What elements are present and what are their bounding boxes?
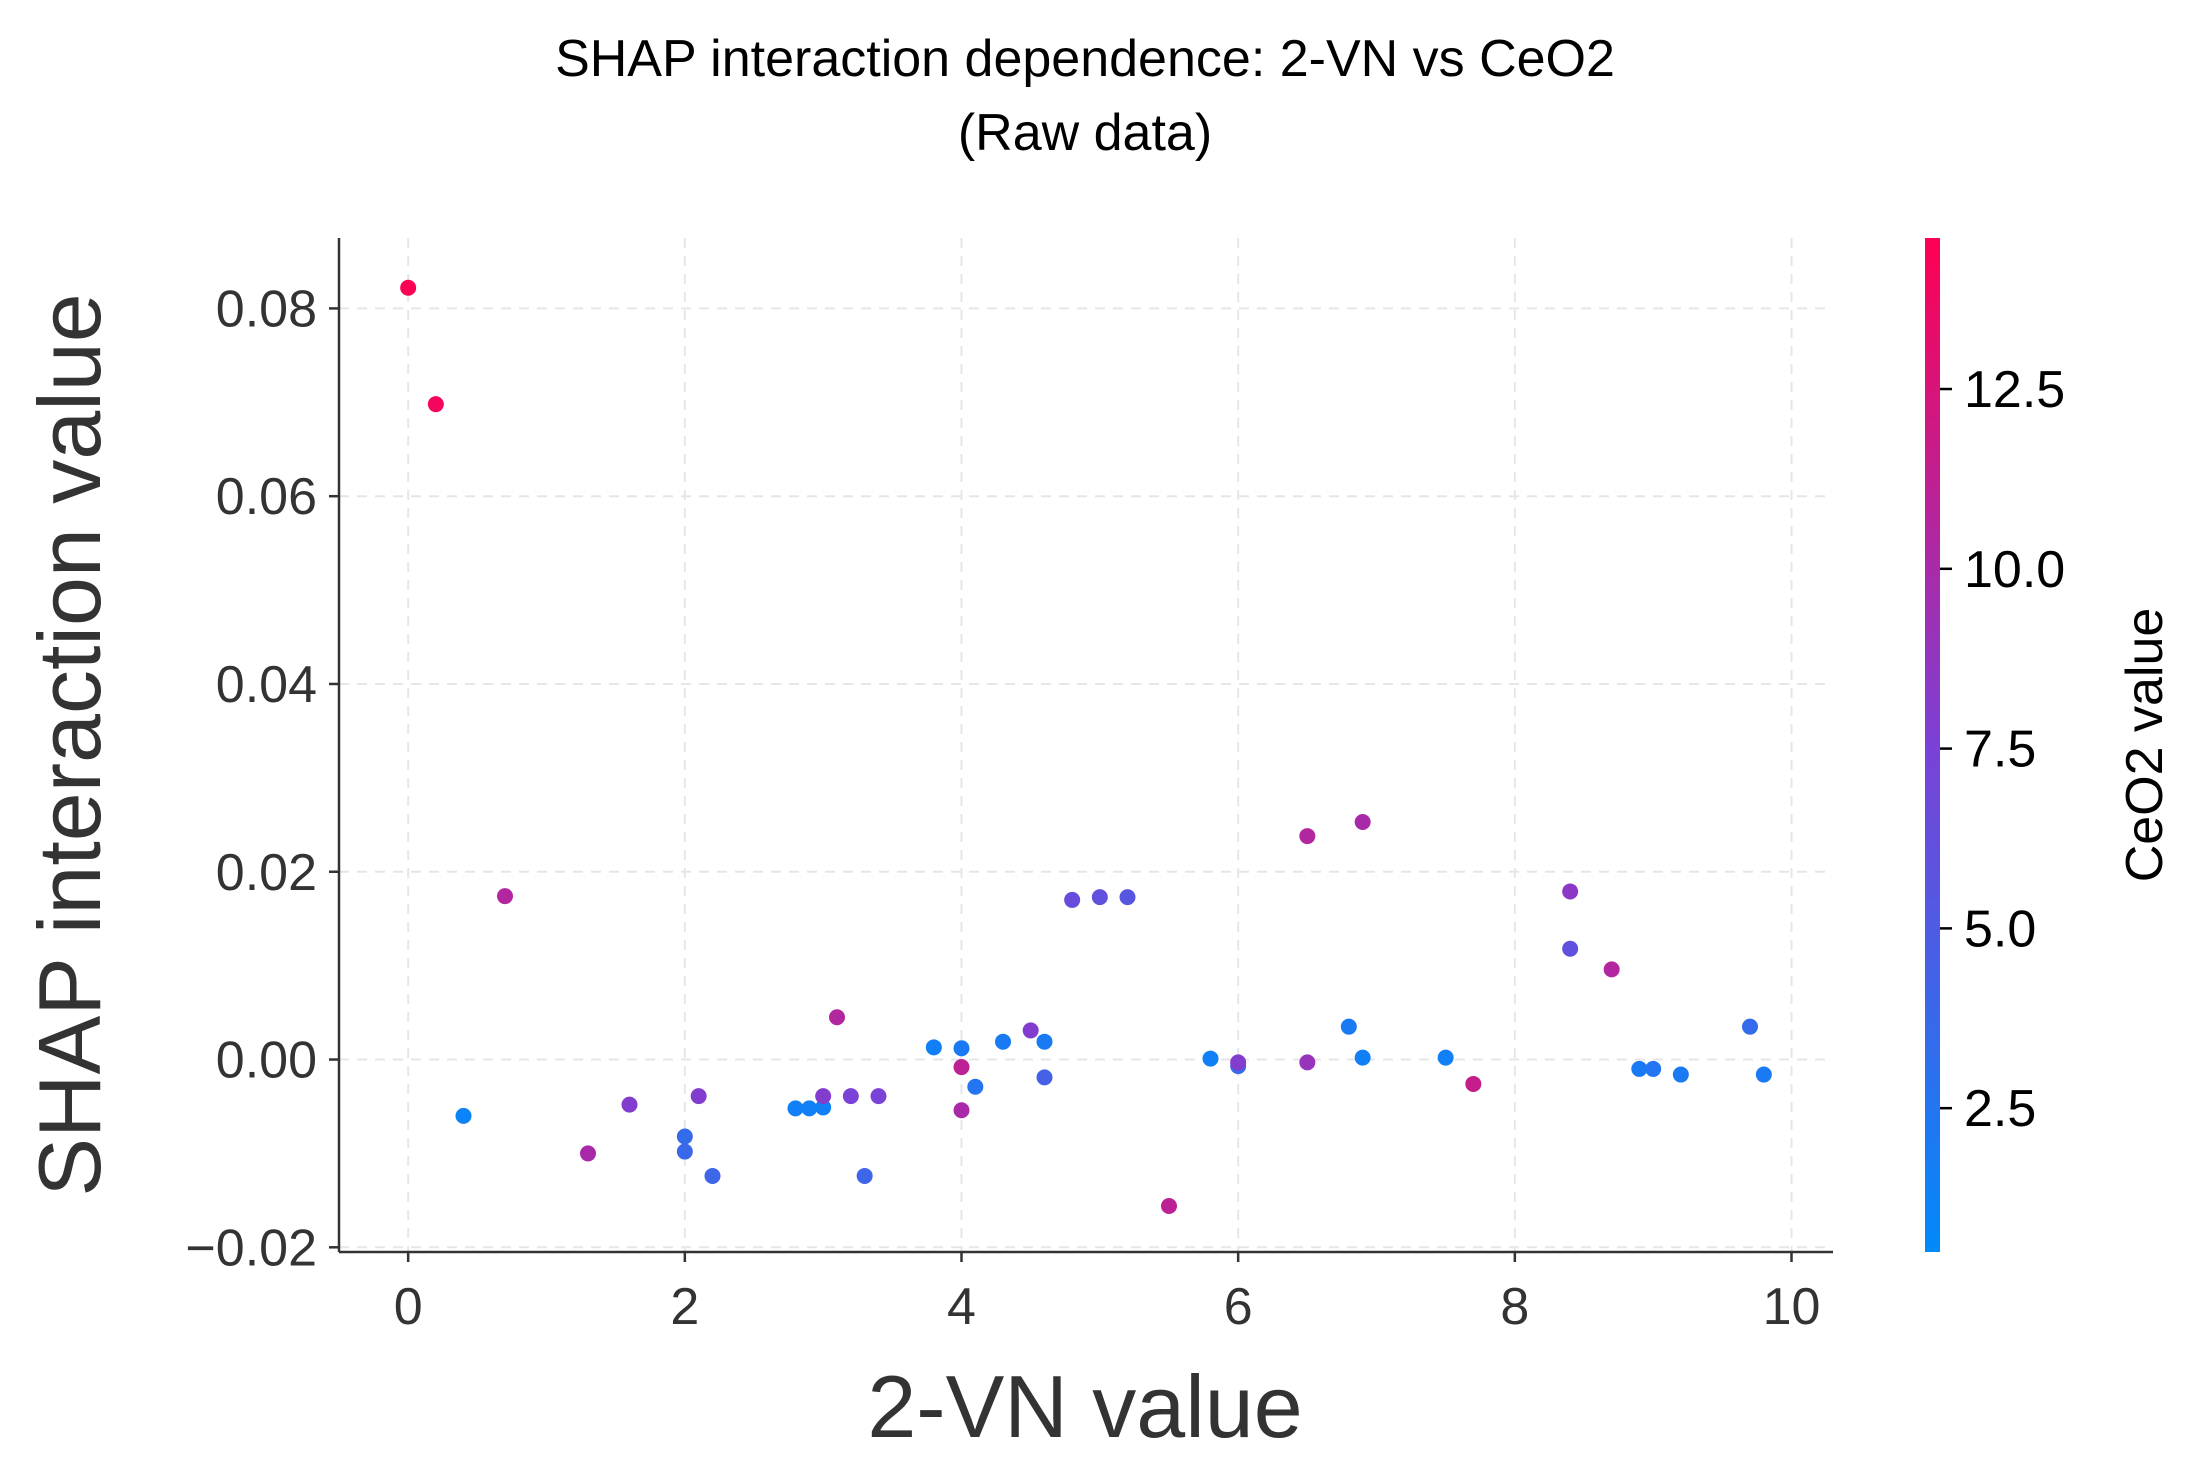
chart-subtitle: (Raw data) [958, 104, 1212, 162]
scatter-point [690, 1088, 707, 1105]
scatter-point [842, 1088, 859, 1105]
scatter-point [1354, 813, 1371, 830]
colorbar-tick-label: 7.5 [1964, 721, 2036, 779]
scatter-point [1161, 1197, 1177, 1214]
scatter-point [1603, 961, 1620, 978]
scatter-point [787, 1100, 804, 1117]
colorbar-tick-label: 2.5 [1964, 1080, 2036, 1138]
y-axis-label: SHAP interaction value [20, 293, 119, 1196]
colorbar-tick-label: 5.0 [1964, 900, 2036, 958]
x-tick-label: 4 [947, 1278, 976, 1336]
scatter-point [1091, 889, 1108, 906]
colorbar-label: CeO2 value [2116, 608, 2174, 883]
colorbar-ticks: 2.5 5.0 7.5 10.0 12.5 [1940, 361, 2065, 1138]
scatter-point [1465, 1075, 1482, 1092]
scatter-point [1036, 1033, 1053, 1050]
scatter-point [815, 1099, 832, 1116]
scatter-point [953, 1059, 970, 1076]
x-tick-label: 6 [1224, 1278, 1253, 1336]
scatter-point [953, 1040, 970, 1057]
y-tick-label: 0.00 [216, 1032, 317, 1090]
scatter-point [829, 1009, 845, 1026]
scatter-point [1022, 1022, 1039, 1039]
x-axis-label: 2-VN value [867, 1357, 1302, 1456]
scatter-point [1299, 1054, 1316, 1071]
axis-ticks: 0 2 4 6 8 10 −0.02 0.00 0.02 0.04 0.06 0.08 [185, 280, 1820, 1336]
scatter-point [815, 1088, 832, 1105]
chart-title: SHAP interaction dependence: 2-VN vs CeO… [555, 30, 1615, 88]
x-tick-label: 2 [670, 1278, 699, 1336]
colorbar [1925, 238, 1940, 1252]
scatter-point [856, 1167, 873, 1184]
y-tick-label: 0.02 [216, 844, 317, 902]
scatter-point [1631, 1060, 1648, 1077]
colorbar-tick-label: 12.5 [1964, 361, 2065, 419]
x-tick-label: 10 [1763, 1278, 1821, 1336]
scatter-point [1742, 1018, 1758, 1035]
scatter-point [1230, 1054, 1247, 1071]
scatter-point [1437, 1049, 1454, 1066]
scatter-point [704, 1167, 721, 1184]
scatter-point [497, 888, 513, 905]
colorbar-tick-label: 10.0 [1964, 541, 2065, 599]
scatter-point [1202, 1050, 1219, 1067]
y-tick-label: 0.06 [216, 468, 317, 526]
scatter-point [1340, 1018, 1357, 1035]
scatter-point [1562, 940, 1579, 957]
scatter-point [455, 1107, 472, 1124]
scatter-point [400, 279, 417, 296]
x-tick-label: 8 [1500, 1278, 1529, 1336]
scatter-points [400, 279, 1772, 1214]
scatter-point [1672, 1066, 1689, 1083]
scatter-point [1064, 891, 1081, 908]
scatter-point [676, 1128, 693, 1145]
scatter-point [925, 1039, 942, 1056]
scatter-point [1354, 1049, 1371, 1066]
scatter-point [995, 1033, 1011, 1050]
x-tick-label: 0 [394, 1278, 423, 1336]
scatter-point [801, 1100, 818, 1117]
scatter-point [427, 396, 444, 413]
scatter-point [1299, 828, 1316, 845]
scatter-point [1755, 1066, 1772, 1083]
scatter-point [580, 1145, 596, 1162]
grid [339, 238, 1833, 1252]
scatter-point [1562, 883, 1579, 900]
scatter-point [621, 1096, 638, 1113]
scatter-point [870, 1088, 887, 1105]
scatter-point [1645, 1060, 1662, 1077]
scatter-point [1036, 1069, 1053, 1086]
y-tick-label: 0.08 [216, 280, 317, 338]
scatter-point [1119, 889, 1136, 906]
scatter-point [676, 1143, 693, 1160]
scatter-point [953, 1102, 970, 1119]
y-tick-label: −0.02 [185, 1219, 317, 1277]
y-tick-label: 0.04 [216, 656, 317, 714]
scatter-point [967, 1078, 984, 1095]
